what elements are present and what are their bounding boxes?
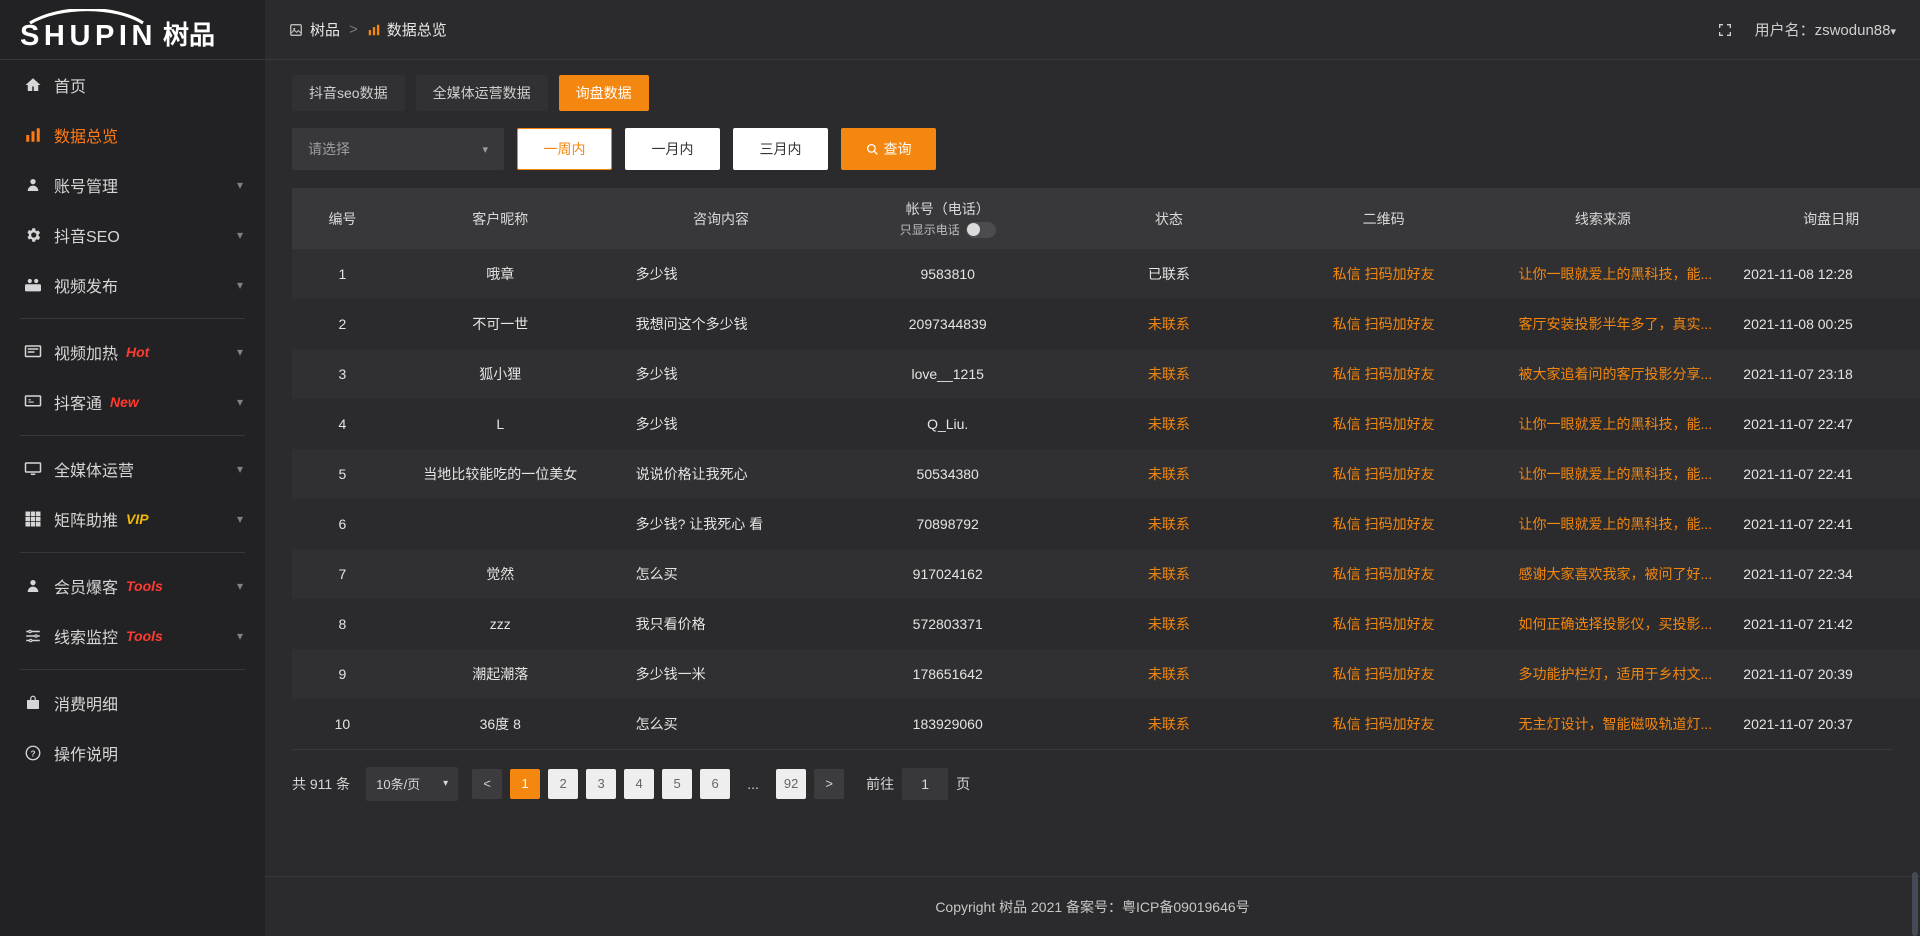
svg-text:?: ?	[30, 749, 35, 758]
svg-text:树品: 树品	[163, 20, 215, 50]
svg-text:SHUPIN: SHUPIN	[20, 20, 152, 51]
